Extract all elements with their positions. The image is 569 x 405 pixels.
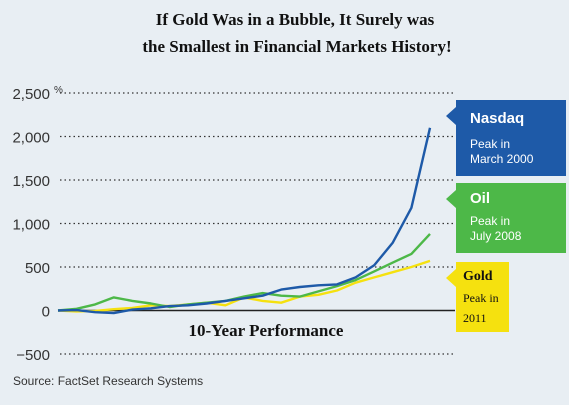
series-lines bbox=[57, 127, 432, 315]
label-detail: Peak in bbox=[470, 137, 510, 151]
y-tick-label: −500 bbox=[16, 347, 50, 364]
label-box bbox=[446, 100, 566, 176]
label-detail: Peak in bbox=[470, 214, 510, 228]
y-tick-label: 0 bbox=[42, 304, 50, 321]
chart-subtitle: 10-Year Performance bbox=[189, 321, 344, 340]
label-detail: March 2000 bbox=[470, 152, 534, 166]
series-label-gold: Gold Peak in 2011 bbox=[446, 262, 509, 332]
series-line-nasdaq bbox=[57, 127, 432, 315]
chart-title-line-2: the Smallest in Financial Markets Histor… bbox=[142, 37, 451, 56]
series-line-oil bbox=[57, 233, 431, 312]
chart-title-line-1: If Gold Was in a Bubble, It Surely was bbox=[156, 10, 435, 29]
y-tick-label: 2,500 bbox=[12, 86, 50, 103]
label-name: Oil bbox=[470, 190, 490, 207]
y-tick-label: 1,500 bbox=[12, 173, 50, 190]
label-name: Gold bbox=[463, 269, 493, 284]
y-tick-label: 1,000 bbox=[12, 217, 50, 234]
grid bbox=[60, 92, 455, 355]
label-name: Nasdaq bbox=[470, 110, 524, 127]
label-detail: 2011 bbox=[463, 311, 487, 325]
y-tick-label: 500 bbox=[25, 260, 50, 277]
y-axis-unit: % bbox=[54, 85, 63, 96]
source-note: Source: FactSet Research Systems bbox=[13, 374, 203, 388]
label-detail: Peak in bbox=[463, 291, 499, 305]
y-tick-label: 2,000 bbox=[12, 130, 50, 147]
label-box bbox=[446, 183, 566, 253]
y-axis-ticks: 2,500 2,000 1,500 1,000 500 0 −500 bbox=[12, 86, 50, 364]
label-detail: July 2008 bbox=[470, 229, 522, 243]
series-line-gold bbox=[57, 259, 431, 313]
label-box bbox=[446, 262, 509, 332]
